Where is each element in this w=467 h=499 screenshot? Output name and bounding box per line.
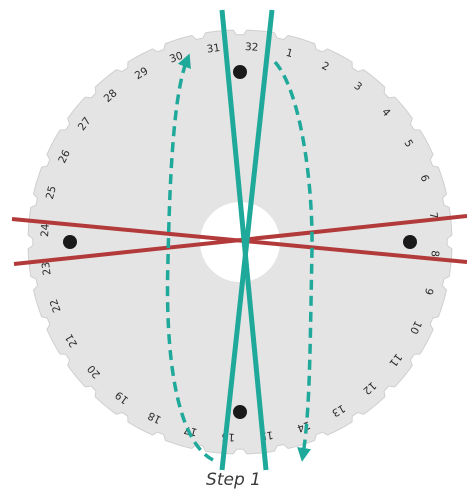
slot-label-26: 26: [56, 148, 73, 166]
marker-dot-16: [233, 405, 247, 419]
teal-thread-2: [219, 9, 275, 471]
slot-label-9: 9: [422, 287, 435, 297]
red-thread-2: [13, 214, 467, 266]
slot-label-22: 22: [48, 297, 64, 314]
slot-label-23: 23: [40, 261, 54, 276]
slot-label-7: 7: [427, 211, 440, 219]
marker-dot-24: [63, 235, 77, 249]
slot-label-2: 2: [320, 60, 331, 74]
slot-label-31: 31: [206, 42, 221, 56]
slot-label-18: 18: [146, 409, 163, 426]
move-arrow-right: [273, 60, 314, 462]
step-caption: Step 1: [206, 470, 261, 490]
slot-label-25: 25: [44, 185, 59, 201]
marker-dot-8: [403, 235, 417, 249]
slot-label-21: 21: [63, 332, 80, 350]
slot-label-17: 17: [183, 423, 199, 438]
slot-label-8: 8: [428, 250, 440, 257]
slot-label-6: 6: [418, 173, 432, 184]
slot-label-13: 13: [330, 402, 348, 419]
slot-label-32: 32: [245, 41, 259, 54]
teal-thread-1: [219, 9, 269, 471]
slot-label-5: 5: [401, 138, 415, 150]
slot-label-10: 10: [407, 319, 424, 336]
slot-label-1: 1: [285, 47, 295, 60]
slot-label-29: 29: [133, 65, 151, 82]
move-arrow-left: [165, 53, 214, 462]
marker-dot-32: [233, 65, 247, 79]
slot-label-24: 24: [39, 223, 52, 237]
